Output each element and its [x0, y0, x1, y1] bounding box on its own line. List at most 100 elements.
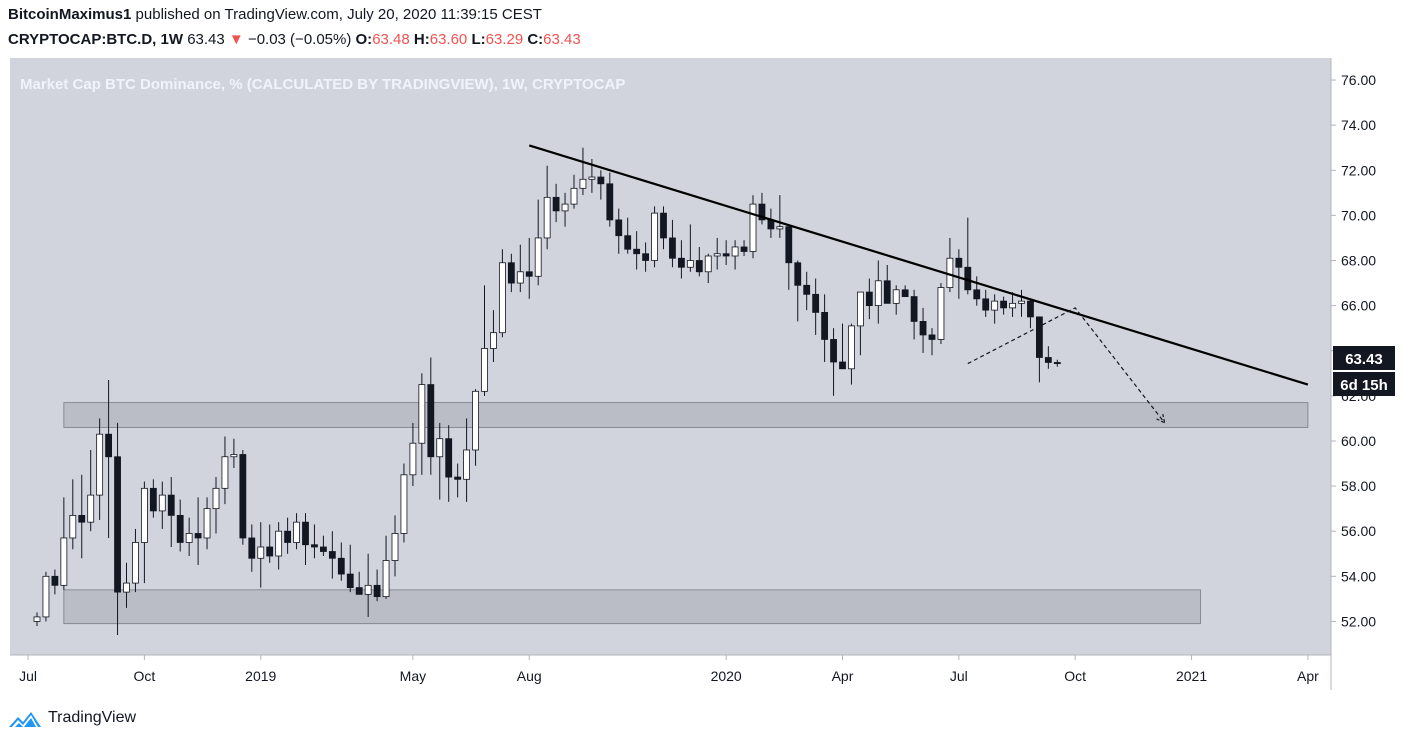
candle-body [355, 587, 363, 595]
brand-footer[interactable]: TradingView [8, 707, 136, 729]
candle [839, 323, 846, 370]
candle [382, 535, 390, 599]
candle-body [910, 296, 918, 322]
candle-body [704, 255, 712, 273]
candle [409, 422, 417, 487]
candle-body [686, 260, 694, 268]
candle-body [579, 178, 587, 189]
candle-body [51, 575, 59, 586]
candle-body [516, 271, 524, 284]
x-tick-label: Jul [950, 668, 968, 684]
candle-body [588, 176, 596, 180]
candle-body [865, 291, 873, 307]
price-change: −0.03 (−0.05%) [247, 31, 352, 48]
candle-body [230, 454, 238, 458]
candle [391, 515, 399, 577]
candle-body [481, 348, 488, 392]
candle [123, 562, 130, 608]
candle-body [132, 542, 139, 584]
ohlc-legend: CRYPTOCAP:BTC.D, 1W 63.43 ▼ −0.03 (−0.05… [8, 31, 581, 48]
candle-body [373, 584, 381, 598]
candle [481, 285, 488, 396]
low-label: L: [471, 31, 486, 48]
candle-body [114, 456, 121, 593]
support-zone [63, 589, 1201, 625]
candle [865, 278, 873, 320]
candle-body [713, 253, 721, 257]
candle-body [167, 494, 175, 516]
candle-body [642, 253, 649, 261]
candle [651, 206, 658, 268]
candle [785, 226, 793, 290]
candle-body [848, 325, 855, 370]
open-value: 63.48 [372, 31, 410, 48]
close-value: 63.43 [543, 31, 581, 48]
x-tick-label: May [400, 668, 426, 684]
candle [686, 224, 694, 272]
candle [167, 477, 175, 547]
candle-body [293, 521, 300, 543]
candle-body [597, 176, 605, 185]
candle-body [803, 284, 811, 295]
candle [561, 192, 569, 227]
x-tick-label: Jul [19, 668, 37, 684]
candle-body [69, 515, 77, 539]
candle-body [328, 551, 336, 559]
candle-body [973, 289, 981, 300]
time-axis[interactable]: Jul Oct 2019 May Aug 2020 Apr Jul Oct 2021 Apr [19, 655, 1319, 684]
high-label: H: [413, 31, 430, 48]
candle [311, 524, 318, 559]
candle-body [221, 456, 229, 489]
candle-body [857, 291, 864, 327]
candle [1036, 316, 1043, 383]
chart-title: Market Cap BTC Dominance, % (CALCULATED … [20, 76, 625, 93]
y-tick-label: 54.00 [1341, 568, 1376, 584]
candle [713, 237, 721, 270]
candle-body [785, 226, 793, 264]
candle-body [660, 212, 667, 239]
candle-body [212, 487, 220, 510]
candle [507, 253, 515, 293]
resistance-trendline [528, 144, 1309, 386]
candle [78, 474, 86, 559]
candle-body [436, 438, 444, 458]
author-name[interactable]: BitcoinMaximus1 [8, 6, 132, 23]
candle [445, 425, 453, 502]
candle-body [543, 196, 551, 239]
down-arrow-icon: ▼ [228, 31, 244, 48]
candle [373, 569, 381, 602]
candle-body [695, 260, 703, 273]
symbol-label: CRYPTOCAP:BTC.D, 1W [8, 31, 184, 48]
candle-body [839, 361, 846, 370]
candle [149, 479, 157, 518]
candle [400, 463, 408, 543]
candle-body [561, 203, 569, 212]
x-tick-label: 2021 [1176, 668, 1207, 684]
candle [355, 571, 363, 595]
candle-body [400, 474, 408, 534]
candle [579, 147, 587, 196]
candle-body [78, 515, 86, 523]
candle [919, 307, 927, 353]
candle-body [570, 187, 578, 205]
candle [1000, 296, 1007, 315]
candle-body [525, 271, 533, 277]
candle-body [239, 454, 247, 539]
candle [1053, 359, 1061, 367]
candle-body [749, 203, 757, 252]
candle-body [722, 253, 730, 257]
candle-body [669, 237, 676, 259]
candle-body [874, 280, 882, 307]
brand-name: TradingView [48, 709, 137, 726]
candle [257, 522, 265, 588]
candle-body [364, 584, 372, 595]
candle-body [382, 560, 390, 598]
candle-body [821, 311, 828, 340]
candle [132, 528, 139, 593]
candle [704, 253, 712, 284]
price-labels: 63.43 6d 15h [1333, 346, 1395, 396]
candle-body [248, 537, 256, 559]
candle [516, 244, 524, 293]
published-text: published on TradingView.com, July 20, 2… [131, 6, 542, 23]
